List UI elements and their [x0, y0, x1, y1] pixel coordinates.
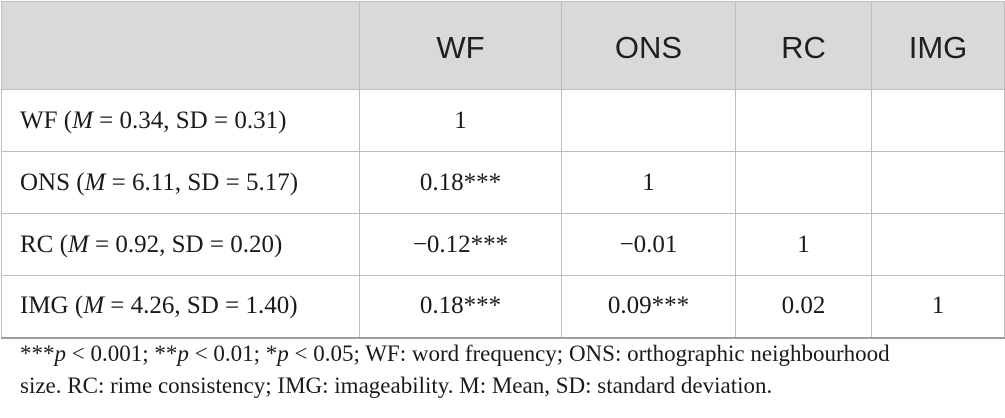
stars-one: * [265, 341, 278, 366]
table-footnote: ***p < 0.001; **p < 0.01; *p < 0.05; WF:… [20, 338, 990, 402]
cell-wf-img [871, 89, 1005, 152]
sd-symbol: SD [187, 168, 220, 196]
table-row: RC (M = 0.92, SD = 0.20) −0.12*** −0.01 … [1, 213, 1005, 276]
p-threshold-05-and-definitions: < 0.05; WF: word frequency; ONS: orthogr… [288, 341, 890, 366]
mean-value: 6.11 [132, 168, 175, 196]
table-row: IMG (M = 4.26, SD = 1.40) 0.18*** 0.09**… [1, 275, 1005, 339]
cell-rc-rc: 1 [735, 213, 872, 276]
header-wf: WF [359, 1, 562, 90]
row-name: RC [20, 230, 54, 258]
p-threshold-01: < 0.01; [188, 341, 266, 366]
header-rc: RC [735, 1, 872, 90]
cell-ons-rc [735, 151, 872, 214]
cell-ons-wf: 0.18*** [359, 151, 562, 214]
cell-rc-ons: −0.01 [561, 213, 736, 276]
cell-img-ons: 0.09*** [561, 275, 736, 339]
p-symbol: p [277, 341, 289, 366]
row-label-img: IMG (M = 4.26, SD = 1.40) [1, 275, 360, 339]
header-row: WF ONS RC IMG [1, 1, 1005, 90]
table-row: WF (M = 0.34, SD = 0.31) 1 [1, 89, 1005, 152]
sd-value: 0.31 [234, 106, 279, 134]
sd-symbol: SD [175, 106, 208, 134]
header-ons: ONS [561, 1, 736, 90]
cell-rc-wf: −0.12*** [359, 213, 562, 276]
cell-ons-ons: 1 [561, 151, 736, 214]
sd-value: 5.17 [245, 168, 290, 196]
stars-two: ** [154, 341, 178, 366]
cell-img-img: 1 [871, 275, 1005, 339]
cell-img-wf: 0.18*** [359, 275, 562, 339]
mean-value: 0.34 [119, 106, 164, 134]
cell-wf-ons [561, 89, 736, 152]
p-symbol: p [177, 341, 189, 366]
row-name: WF [20, 106, 58, 134]
sd-value: 0.20 [230, 230, 274, 258]
cell-wf-rc [735, 89, 872, 152]
correlation-table: WF ONS RC IMG WF (M = 0.34, SD = 0.31) 1… [1, 1, 1005, 339]
footnote-line-2: size. RC: rime consistency; IMG: imageab… [20, 373, 773, 398]
row-label-wf: WF (M = 0.34, SD = 0.31) [1, 89, 360, 152]
stars-three: *** [20, 341, 55, 366]
sd-value: 1.40 [245, 292, 290, 320]
row-label-rc: RC (M = 0.92, SD = 0.20) [1, 213, 360, 276]
sd-symbol: SD [186, 292, 219, 320]
mean-value: 4.26 [130, 292, 175, 320]
row-label-ons: ONS (M = 6.11, SD = 5.17) [1, 151, 360, 214]
cell-img-rc: 0.02 [735, 275, 872, 339]
mean-symbol: M [67, 230, 89, 258]
mean-symbol: M [72, 106, 93, 134]
p-threshold-001: < 0.001; [66, 341, 155, 366]
cell-wf-wf: 1 [359, 89, 562, 152]
mean-value: 0.92 [115, 230, 160, 258]
cell-rc-img [871, 213, 1005, 276]
footnote-line-1: ***p < 0.001; **p < 0.01; *p < 0.05; WF:… [20, 338, 990, 370]
mean-symbol: M [84, 168, 106, 196]
row-name: ONS [20, 168, 71, 196]
cell-ons-img [871, 151, 1005, 214]
table-row: ONS (M = 6.11, SD = 5.17) 0.18*** 1 [1, 151, 1005, 214]
p-symbol: p [54, 341, 67, 366]
row-name: IMG [20, 292, 69, 320]
header-corner [1, 1, 360, 90]
mean-symbol: M [83, 292, 105, 320]
header-img: IMG [871, 1, 1005, 90]
sd-symbol: SD [171, 230, 204, 258]
